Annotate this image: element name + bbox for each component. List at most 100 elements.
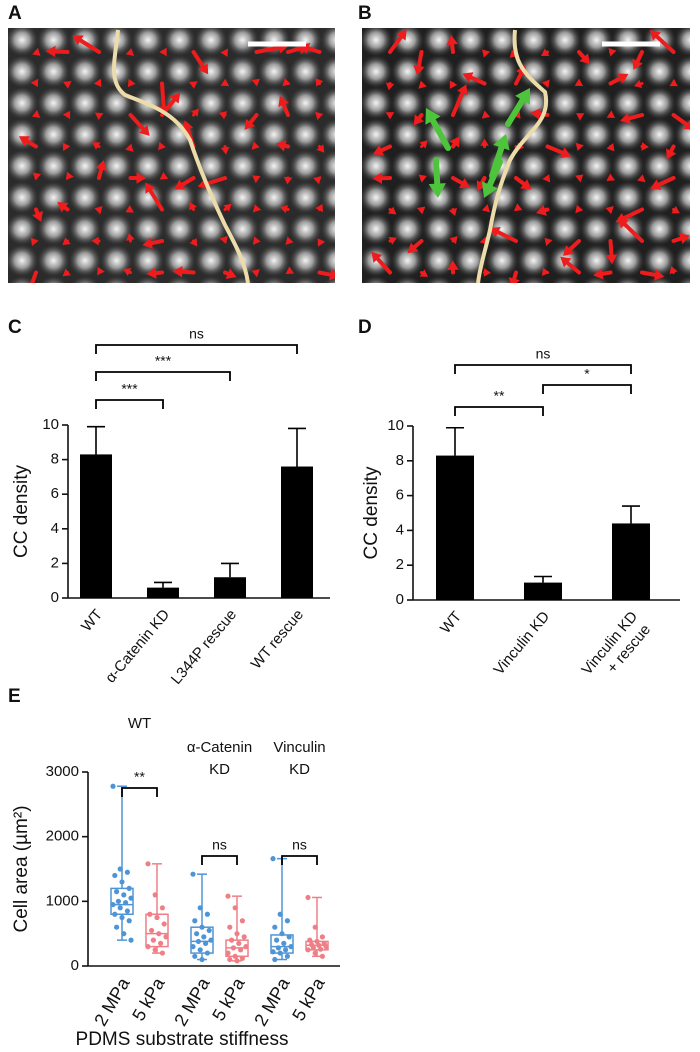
point — [119, 914, 125, 921]
pillar — [288, 243, 323, 278]
pillar — [674, 180, 690, 215]
point — [156, 931, 162, 937]
arrow-head — [127, 78, 136, 88]
pillar — [424, 275, 454, 283]
pillar — [611, 86, 645, 120]
pillar — [422, 28, 456, 57]
x-tick-label: WT rescue — [248, 606, 307, 672]
point — [234, 931, 240, 937]
pillar — [485, 243, 519, 278]
arrow-head — [220, 146, 230, 155]
arrow-head — [251, 141, 260, 150]
pillar — [487, 275, 517, 283]
y-tick-label: 8 — [396, 452, 404, 469]
pillar — [225, 180, 260, 215]
arrow-head — [32, 109, 41, 118]
point — [241, 934, 247, 940]
pillar — [674, 243, 690, 278]
arrow-head — [122, 268, 132, 276]
y-tick-label: 6 — [396, 487, 404, 504]
pillar — [8, 243, 39, 278]
pillar — [485, 86, 519, 120]
pillar — [390, 117, 425, 152]
arrow-head — [174, 179, 186, 190]
point — [234, 958, 240, 964]
pillar — [320, 212, 335, 246]
pillar — [548, 212, 582, 246]
pillar — [288, 117, 323, 152]
arrow-head — [189, 238, 198, 247]
arrow — [489, 139, 507, 179]
arrow-head — [605, 206, 614, 215]
pillar — [257, 212, 291, 246]
point — [128, 937, 134, 943]
arrow-head — [563, 245, 575, 256]
pillar — [288, 149, 323, 183]
pillar — [320, 86, 335, 120]
arrow-head — [515, 88, 530, 105]
arrow-head — [462, 72, 474, 83]
point — [150, 937, 156, 943]
arrow-head — [683, 119, 690, 130]
arrow — [160, 81, 166, 113]
pillar — [642, 243, 677, 278]
arrow-head — [279, 205, 289, 214]
bar — [80, 454, 112, 598]
pillar — [579, 117, 614, 152]
point — [145, 861, 151, 867]
significance-label: ns — [292, 837, 307, 853]
pillar — [453, 28, 488, 57]
pillar — [485, 117, 519, 152]
pillar — [288, 180, 323, 215]
pillar — [579, 180, 614, 215]
pillar — [422, 212, 456, 246]
arrow-head — [678, 233, 690, 245]
arrow-head — [536, 204, 547, 216]
pillar — [362, 212, 393, 246]
x-tick-label: Vinculin KD — [490, 608, 553, 678]
arrow-head — [223, 203, 232, 212]
pillar — [257, 149, 291, 183]
arrow-head — [387, 206, 397, 215]
pillar — [36, 54, 71, 89]
point — [319, 953, 325, 959]
point — [323, 944, 329, 950]
arrow-head — [142, 237, 153, 249]
panel-label: E — [8, 686, 21, 707]
pillar — [516, 149, 551, 183]
y-tick-label: 2000 — [46, 828, 79, 845]
pillar — [548, 149, 582, 183]
arrow-head — [251, 78, 261, 87]
point — [277, 950, 283, 956]
arrow-head — [138, 124, 150, 136]
point — [239, 918, 245, 924]
pillar — [68, 180, 102, 215]
y-tick-label: 10 — [387, 417, 404, 434]
panel-label: B — [358, 3, 372, 24]
point — [312, 950, 318, 956]
pillar — [8, 212, 39, 246]
pillar — [102, 275, 131, 283]
x-tick-label: 5 kPa — [128, 974, 169, 1025]
point — [307, 937, 313, 943]
point — [318, 946, 324, 952]
pillar — [162, 243, 197, 278]
pillar — [362, 54, 393, 89]
pillar — [194, 117, 228, 152]
arrow-head — [136, 172, 147, 184]
point — [305, 894, 311, 901]
pillar — [162, 54, 197, 89]
point — [126, 918, 132, 924]
pillar — [582, 275, 611, 283]
pillar — [548, 117, 582, 152]
y-tick-label: 0 — [396, 591, 404, 608]
arrow-head — [145, 182, 156, 194]
point — [110, 901, 116, 908]
arrow-head — [650, 179, 662, 190]
pillar — [362, 86, 393, 120]
pillar — [519, 275, 548, 283]
arrow-head — [480, 138, 489, 146]
arrow-head — [483, 268, 492, 277]
arrow-head — [315, 78, 324, 87]
pillar — [485, 54, 519, 89]
